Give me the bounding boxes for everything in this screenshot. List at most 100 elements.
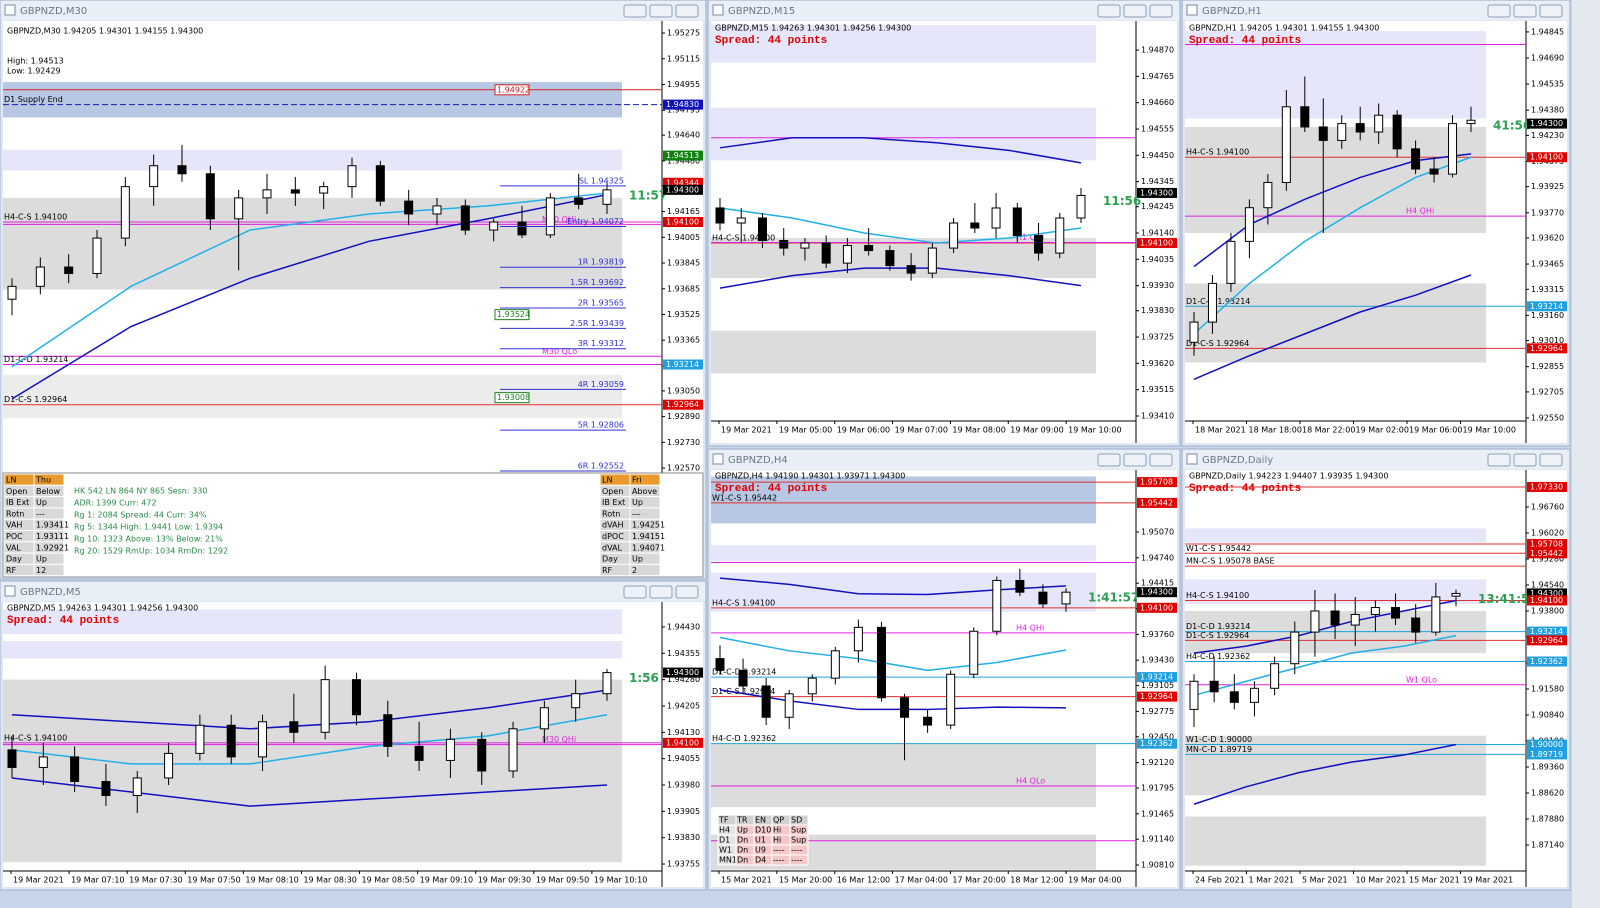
y-tick-label: 1.92450 bbox=[1141, 732, 1174, 741]
indicator-line bbox=[11, 714, 608, 765]
maximize-button[interactable] bbox=[1513, 4, 1537, 18]
trend-cell-text: Hi bbox=[773, 836, 781, 845]
symbol-info: GBPNZD,M30 1.94205 1.94301 1.94155 1.943… bbox=[7, 27, 203, 36]
y-tick-label: 1.93845 bbox=[667, 259, 700, 268]
x-tick-label: 19 Mar 08:10 bbox=[245, 876, 298, 885]
candle-body bbox=[784, 693, 794, 718]
zone bbox=[1185, 283, 1486, 363]
level-label: H4-C-S 1.94100 bbox=[4, 213, 67, 222]
level-label: M30 QHi bbox=[542, 215, 576, 224]
price-tag-label: 1.93214 bbox=[1530, 302, 1563, 311]
x-tick-label: 15 Mar 2021 bbox=[1409, 876, 1460, 885]
x-tick-label: 17 Mar 04:00 bbox=[895, 876, 948, 885]
stats-cell-text: RF bbox=[6, 566, 17, 575]
maximize-button[interactable] bbox=[1123, 453, 1147, 467]
x-tick-label: 19 Mar 09:10 bbox=[420, 876, 473, 885]
level-label: D1-C-D 1.93214 bbox=[1186, 622, 1250, 631]
candle-body bbox=[1209, 680, 1219, 693]
level-label: H4-C-D 1.92362 bbox=[712, 734, 776, 743]
stats-cell-text: VAH bbox=[6, 521, 22, 530]
minimize-button[interactable] bbox=[1487, 4, 1511, 18]
zone bbox=[711, 107, 1096, 161]
stats-cell-text: Day bbox=[6, 555, 22, 564]
spread-label: Spread: 44 points bbox=[1189, 35, 1301, 47]
minimize-button[interactable] bbox=[623, 4, 647, 18]
stats-cell-text: RF bbox=[602, 566, 613, 575]
y-tick-label: 1.95115 bbox=[667, 54, 700, 63]
close-button[interactable] bbox=[1539, 453, 1563, 467]
price-tag-label: 1.94830 bbox=[666, 100, 699, 109]
price-tag bbox=[663, 737, 703, 748]
stats-cell-text: Rotn bbox=[6, 509, 24, 518]
trend-cell-text: ---- bbox=[791, 856, 803, 865]
candle-body bbox=[1429, 168, 1439, 175]
close-button[interactable] bbox=[1539, 4, 1563, 18]
indicator-line bbox=[1193, 153, 1472, 268]
level-label: H1 QHi bbox=[1016, 233, 1044, 242]
close-button[interactable] bbox=[1149, 4, 1173, 18]
stats-cell-text: Below bbox=[36, 487, 61, 496]
stats-cell bbox=[629, 563, 661, 577]
y-tick-label: 1.93365 bbox=[667, 336, 700, 345]
close-button[interactable] bbox=[675, 4, 699, 18]
price-tag bbox=[663, 399, 703, 410]
maximize-button[interactable] bbox=[649, 4, 673, 18]
zone bbox=[3, 640, 622, 659]
candle-body bbox=[258, 721, 268, 758]
trend-header-text: TR bbox=[736, 816, 748, 825]
minimize-button[interactable] bbox=[1097, 4, 1121, 18]
price-tag-label: 1.95708 bbox=[1530, 539, 1563, 548]
price-tag bbox=[1137, 497, 1177, 508]
pivot-label: Entry 1.94072 bbox=[567, 217, 624, 226]
candle-body bbox=[404, 200, 414, 215]
price-tag-label: 1.94300 bbox=[1530, 589, 1563, 598]
price-box bbox=[494, 392, 530, 404]
candle-body bbox=[1330, 610, 1340, 626]
trend-cell-text: U9 bbox=[755, 846, 766, 855]
trend-header-text: EN bbox=[755, 816, 766, 825]
minimize-button[interactable] bbox=[623, 585, 647, 599]
stats-line: Rg 10: 1323 Above: 13% Below: 21% bbox=[74, 535, 223, 544]
trend-header-text: QP bbox=[773, 816, 784, 825]
candle-body bbox=[149, 165, 159, 188]
stats-line: ADR: 1399 Curr: 472 bbox=[74, 499, 157, 508]
symbol-info: GBPNZD,M15 1.94263 1.94301 1.94256 1.943… bbox=[715, 24, 911, 33]
maximize-button[interactable] bbox=[1513, 453, 1537, 467]
minimize-button[interactable] bbox=[1097, 453, 1121, 467]
y-tick-label: 1.88620 bbox=[1531, 789, 1564, 798]
x-tick-label: 19 Mar 10:00 bbox=[1068, 426, 1121, 435]
side-panel bbox=[1572, 0, 1600, 908]
candle-body bbox=[864, 245, 874, 252]
candle-body bbox=[1411, 617, 1421, 633]
y-tick-label: 1.93105 bbox=[1141, 681, 1174, 690]
price-tag bbox=[1527, 749, 1567, 760]
stats-line: Rg 20: 1529 RmUp: 1034 RmDn: 1292 bbox=[74, 547, 228, 556]
symbol-info: GBPNZD,H1 1.94205 1.94301 1.94155 1.9430… bbox=[1189, 24, 1379, 33]
maximize-button[interactable] bbox=[649, 585, 673, 599]
y-tick-label: 1.87140 bbox=[1531, 841, 1564, 850]
price-tag-label: 1.94100 bbox=[1140, 603, 1173, 612]
x-tick-label: 10 Mar 2021 bbox=[1356, 876, 1407, 885]
price-tag-label: 1.92964 bbox=[1140, 692, 1173, 701]
minimize-button[interactable] bbox=[1487, 453, 1511, 467]
y-tick-label: 1.92730 bbox=[667, 438, 700, 447]
stats-cell-text: Fri bbox=[632, 476, 642, 485]
window-icon bbox=[1186, 4, 1198, 16]
zone bbox=[1185, 528, 1486, 543]
maximize-button[interactable] bbox=[1123, 4, 1147, 18]
close-button[interactable] bbox=[675, 585, 699, 599]
zone bbox=[711, 743, 1096, 808]
indicator-line bbox=[1193, 634, 1457, 697]
close-button[interactable] bbox=[1149, 453, 1173, 467]
indicator-line bbox=[719, 267, 1082, 289]
y-tick-label: 1.94140 bbox=[1141, 229, 1174, 238]
level-label: W1-C-D 1.90000 bbox=[1186, 735, 1252, 744]
candle-body bbox=[1244, 207, 1254, 242]
y-tick-label: 1.93315 bbox=[1531, 285, 1564, 294]
candle-body bbox=[1249, 687, 1259, 703]
candle-body bbox=[761, 685, 771, 718]
candle-body bbox=[70, 756, 80, 782]
price-tag-label: 1.94100 bbox=[1530, 596, 1563, 605]
y-tick-label: 1.90810 bbox=[1141, 860, 1174, 869]
trend-cell-text: D4 bbox=[755, 856, 766, 865]
